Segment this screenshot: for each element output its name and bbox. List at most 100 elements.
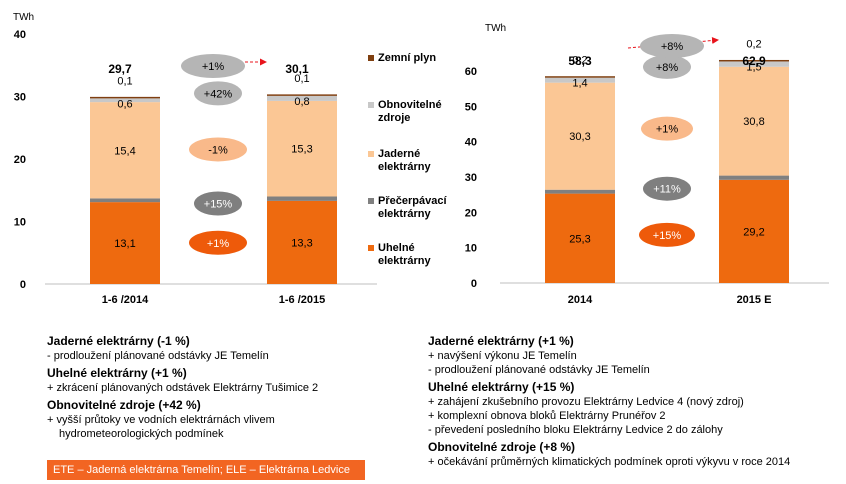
legend-swatch <box>368 151 374 157</box>
bar-segment <box>545 189 615 194</box>
data-label: 0,6 <box>117 98 132 110</box>
total-label: 30,1 <box>285 62 309 76</box>
change-bubble <box>194 191 242 216</box>
bar-segment <box>719 66 789 176</box>
bar-segment <box>545 82 615 190</box>
data-label: 0,1 <box>117 75 132 87</box>
y-tick-label: 10 <box>465 243 477 255</box>
data-label: 15,3 <box>291 144 312 156</box>
change-label: +15% <box>204 199 233 211</box>
right-notes: Jaderné elektrárny (+1 %) + navýšení výk… <box>428 331 838 469</box>
y-tick-label: 20 <box>465 207 477 219</box>
bar-segment <box>267 200 337 284</box>
y-tick-label: 10 <box>14 217 26 229</box>
y-tick-label: 60 <box>465 66 477 78</box>
change-label: +8% <box>656 62 679 74</box>
unit-label: TWh <box>13 12 34 23</box>
y-tick-label: 0 <box>20 279 26 291</box>
bar-segment <box>90 102 160 199</box>
change-bubble <box>643 176 691 201</box>
data-label: 30,8 <box>743 116 764 128</box>
y-tick-label: 20 <box>14 154 26 166</box>
legend-label: Zemní plyn <box>378 52 437 64</box>
note-item: + zkrácení plánovaných odstávek Elektrár… <box>47 382 319 394</box>
total-label: 58,3 <box>568 54 592 68</box>
change-label: +11% <box>653 184 681 196</box>
y-tick-label: 40 <box>465 137 477 149</box>
note-item: + navýšení výkonu JE Temelín <box>428 350 577 362</box>
change-label: +15% <box>653 230 682 242</box>
note-item: hydrometeorologických podmínek <box>59 428 224 440</box>
y-tick-label: 30 <box>465 172 477 184</box>
change-bubble <box>639 222 695 247</box>
legend-label: Jaderné elektrárny <box>378 148 431 173</box>
note-item: + komplexní obnova bloků Elektrárny Prun… <box>428 410 666 422</box>
legend-swatch <box>368 55 374 61</box>
data-label: 0,1 <box>294 73 309 85</box>
total-label: 62,9 <box>742 54 766 68</box>
note-item: - prodloužení plánované odstávky JE Teme… <box>47 350 269 362</box>
bar-segment <box>267 196 337 201</box>
legend-label: Uhelné elektrárny <box>378 242 431 267</box>
legend-label: Obnovitelné zdroje <box>378 99 442 124</box>
change-bubble <box>643 54 691 79</box>
category-label: 2014 <box>568 294 593 306</box>
note-item: - převedení posledního bloku Elektrárny … <box>428 424 723 436</box>
left-notes: Jaderné elektrárny (-1 %) - prodloužení … <box>47 331 387 441</box>
bar-segment <box>90 202 160 284</box>
change-bubble <box>194 81 242 106</box>
total-change-bubble <box>181 54 245 78</box>
data-label: 0,2 <box>746 38 761 50</box>
note-heading: Jaderné elektrárny (-1 %) <box>47 334 190 348</box>
change-label: +1% <box>207 238 230 250</box>
note-heading: Jaderné elektrárny (+1 %) <box>428 334 574 348</box>
bar-segment <box>719 61 789 67</box>
change-label: +1% <box>656 124 679 136</box>
total-change-bubble <box>640 34 704 58</box>
total-label: 29,7 <box>108 62 132 76</box>
data-label: 15,4 <box>114 145 135 157</box>
change-bubble <box>189 230 247 255</box>
data-label: 29,2 <box>743 226 764 238</box>
data-label: 25,3 <box>569 233 590 245</box>
y-tick-label: 30 <box>14 92 26 104</box>
bar-segment <box>719 179 789 283</box>
change-label: -1% <box>208 144 228 156</box>
note-heading: Obnovitelné zdroje (+42 %) <box>47 398 201 412</box>
note-heading: Uhelné elektrárny (+1 %) <box>47 366 187 380</box>
note-item: + vyšší průtoky ve vodních elektrárnách … <box>47 414 275 426</box>
bar-segment <box>545 193 615 283</box>
y-tick-label: 0 <box>471 278 477 290</box>
bar-segment <box>267 94 337 96</box>
abbreviation-footer: ETE – Jaderná elektrárna Temelín; ELE – … <box>47 460 365 480</box>
category-label: 1-6 /2015 <box>279 294 325 306</box>
legend-swatch <box>368 245 374 251</box>
y-tick-label: 50 <box>465 101 477 113</box>
note-heading: Uhelné elektrárny (+15 %) <box>428 380 575 394</box>
bar-segment <box>267 95 337 101</box>
right-chart: TWh010203040506025,31,130,31,40,258,3201… <box>465 23 829 306</box>
unit-label: TWh <box>485 23 506 34</box>
note-item: + očekávání průměrných klimatických podm… <box>428 456 791 468</box>
data-label: 1,4 <box>572 78 587 90</box>
data-label: 0,2 <box>572 55 587 67</box>
category-label: 2015 E <box>737 294 772 306</box>
bar-segment <box>545 76 615 78</box>
legend-swatch <box>368 198 374 204</box>
total-change-label: +8% <box>661 41 684 53</box>
data-label: 1,5 <box>746 61 761 73</box>
y-tick-label: 40 <box>14 29 26 41</box>
note-item: + zahájení zkušebního provozu Elektrárny… <box>428 396 744 408</box>
change-bubble <box>641 116 693 141</box>
category-label: 1-6 /2014 <box>102 294 149 306</box>
change-bubble <box>189 137 247 162</box>
legend-label: Přečerpávací elektrárny <box>378 195 447 220</box>
data-label: 30,3 <box>569 131 590 143</box>
legend-swatch <box>368 102 374 108</box>
change-label: +42% <box>204 88 233 100</box>
note-heading: Obnovitelné zdroje (+8 %) <box>428 440 576 454</box>
bar-segment <box>719 59 789 62</box>
bar-segment <box>90 198 160 203</box>
